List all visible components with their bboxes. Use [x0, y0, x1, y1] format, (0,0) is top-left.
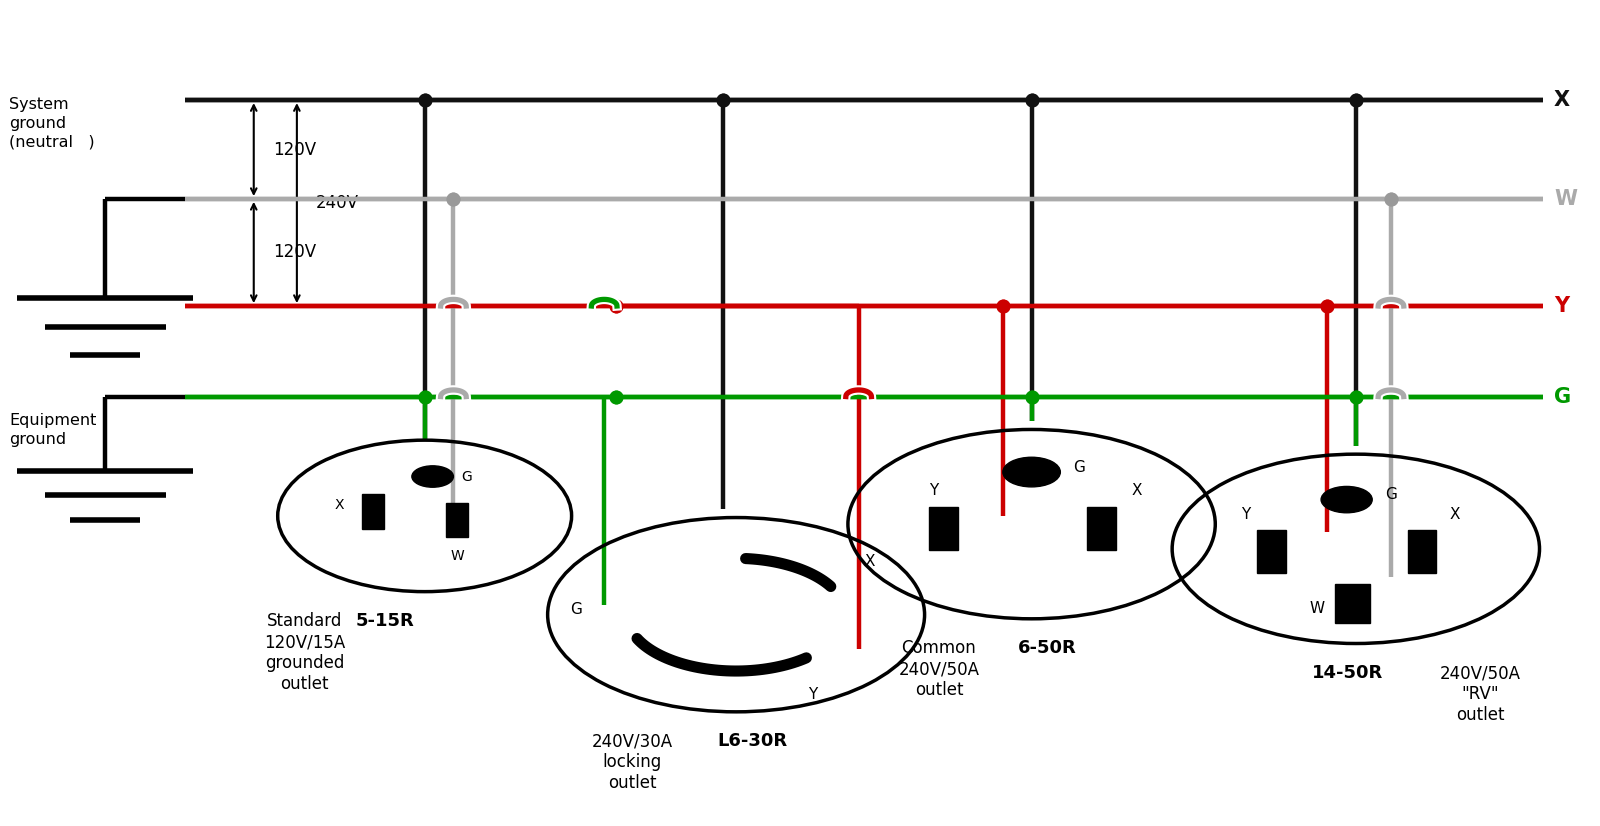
Text: 240V/50A
"RV"
outlet: 240V/50A "RV" outlet — [1440, 664, 1522, 724]
Text: Equipment
ground: Equipment ground — [10, 413, 96, 447]
Text: Y: Y — [930, 482, 939, 497]
FancyBboxPatch shape — [1408, 530, 1437, 573]
Text: Common
240V/50A
outlet: Common 240V/50A outlet — [899, 639, 979, 699]
Text: Standard
120V/15A
grounded
outlet: Standard 120V/15A grounded outlet — [264, 612, 346, 693]
Text: G: G — [461, 469, 472, 483]
Text: Y: Y — [808, 687, 818, 702]
Text: L6-30R: L6-30R — [717, 733, 787, 750]
Text: 14-50R: 14-50R — [1312, 664, 1384, 682]
Text: 120V: 120V — [274, 244, 317, 262]
Text: G: G — [1386, 487, 1397, 502]
Text: G: G — [1554, 387, 1571, 406]
Text: 240V/30A
locking
outlet: 240V/30A locking outlet — [592, 733, 674, 792]
Text: X: X — [1554, 90, 1570, 110]
FancyBboxPatch shape — [930, 507, 958, 550]
Text: X: X — [1450, 507, 1459, 522]
Text: 6-50R: 6-50R — [1018, 639, 1077, 657]
Text: System
ground
(neutral   ): System ground (neutral ) — [10, 97, 94, 150]
FancyBboxPatch shape — [1334, 585, 1370, 623]
Text: 5-15R: 5-15R — [355, 612, 414, 630]
Text: Y: Y — [1554, 296, 1570, 316]
Text: Y: Y — [1242, 507, 1251, 522]
Text: G: G — [570, 602, 582, 617]
FancyBboxPatch shape — [1258, 530, 1286, 573]
Text: X: X — [864, 553, 875, 569]
Text: G: G — [1074, 460, 1085, 476]
Circle shape — [1322, 487, 1373, 513]
Text: X: X — [334, 498, 344, 512]
Text: W: W — [1310, 601, 1325, 616]
Text: W: W — [1554, 189, 1578, 209]
FancyBboxPatch shape — [446, 503, 469, 537]
FancyBboxPatch shape — [362, 495, 384, 529]
Text: 240V: 240V — [317, 194, 358, 212]
Text: 120V: 120V — [274, 140, 317, 159]
Circle shape — [411, 466, 453, 487]
Text: X: X — [1131, 482, 1142, 497]
Text: W: W — [450, 548, 464, 563]
Circle shape — [1003, 458, 1061, 487]
FancyBboxPatch shape — [1086, 507, 1115, 550]
